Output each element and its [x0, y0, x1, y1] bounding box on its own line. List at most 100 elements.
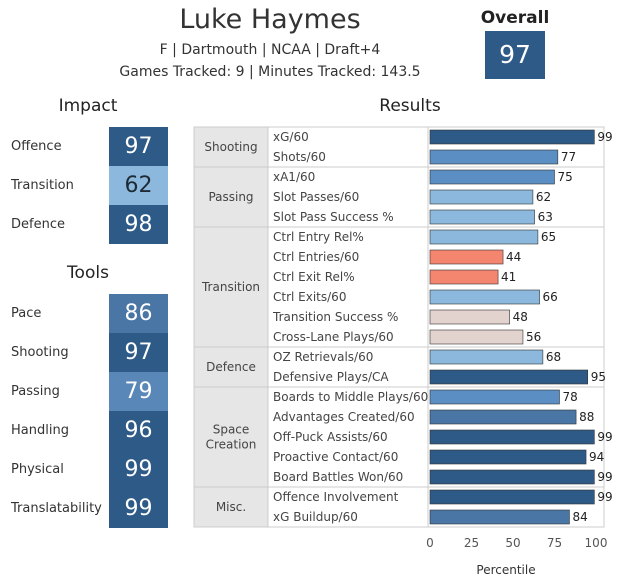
- metric-bar: [429, 389, 560, 405]
- tracked-info: Games Tracked: 9 | Minutes Tracked: 143.…: [119, 64, 421, 80]
- impact-title: Impact: [58, 96, 118, 116]
- metric-bar: [429, 449, 587, 465]
- metric-label: xA1/60: [273, 170, 315, 184]
- tools-label: Shooting: [11, 344, 69, 360]
- metric-bar: [429, 269, 499, 285]
- x-tick-label: 25: [464, 536, 479, 550]
- metric-bar: [429, 509, 570, 525]
- metric-value: 99: [597, 470, 612, 484]
- x-tick-label: 50: [505, 536, 520, 550]
- metric-label: Off-Puck Assists/60: [273, 430, 388, 444]
- group-cell: [193, 346, 269, 388]
- metric-value: 75: [558, 170, 573, 184]
- metric-label: Advantages Created/60: [273, 410, 415, 424]
- tools-label: Handling: [11, 422, 69, 438]
- x-tick-label: 100: [585, 536, 608, 550]
- metric-value: 88: [579, 410, 594, 424]
- metric-value: 78: [562, 390, 577, 404]
- metric-bar: [429, 249, 504, 265]
- metric-label: Ctrl Exit Rel%: [273, 270, 355, 284]
- metric-value: 65: [541, 230, 556, 244]
- impact-score: 97: [109, 127, 168, 166]
- impact-score: 98: [109, 205, 168, 244]
- label-cell: [267, 166, 429, 228]
- group-cell: [193, 386, 269, 488]
- metric-value: 84: [572, 510, 587, 524]
- tools-score: 99: [109, 450, 168, 489]
- metric-label: Offence Involvement: [273, 490, 399, 504]
- metric-bar: [429, 489, 595, 505]
- x-axis-label: Percentile: [476, 563, 535, 577]
- metric-bar: [429, 429, 595, 445]
- metric-value: 44: [506, 250, 521, 264]
- player-info: F | Dartmouth | NCAA | Draft+4: [159, 42, 381, 58]
- impact-label: Offence: [11, 138, 62, 154]
- metric-bar: [429, 229, 539, 245]
- metric-bar: [429, 129, 595, 145]
- metric-bar: [429, 349, 544, 365]
- metric-label: Ctrl Exits/60: [273, 290, 346, 304]
- group-label: Shooting: [204, 140, 257, 154]
- label-cell: [267, 346, 429, 388]
- metric-value: 66: [543, 290, 558, 304]
- metric-label: Cross-Lane Plays/60: [273, 330, 394, 344]
- metric-label: Slot Passes/60: [273, 190, 359, 204]
- tools-label: Translatability: [11, 500, 102, 516]
- metric-label: Board Battles Won/60: [273, 470, 403, 484]
- impact-label: Defence: [11, 216, 65, 232]
- results-title: Results: [379, 96, 441, 116]
- metric-label: Defensive Plays/CA: [273, 370, 389, 384]
- overall-label: Overall: [480, 8, 550, 28]
- tools-score: 79: [109, 372, 168, 411]
- tools-label: Passing: [11, 383, 60, 399]
- metric-bar: [429, 189, 534, 205]
- group-label: Defence: [206, 360, 256, 374]
- metric-bar: [429, 329, 524, 345]
- metric-label: Ctrl Entry Rel%: [273, 230, 364, 244]
- group-label: Space: [213, 423, 250, 437]
- label-cell: [267, 386, 429, 488]
- metric-bar: [429, 309, 510, 325]
- metric-label: Proactive Contact/60: [273, 450, 398, 464]
- metric-value: 99: [597, 130, 612, 144]
- metric-value: 99: [597, 490, 612, 504]
- group-label: Creation: [206, 438, 257, 452]
- label-cell: [267, 126, 429, 168]
- metric-bar: [429, 469, 595, 485]
- impact-label: Transition: [11, 177, 74, 193]
- tools-label: Pace: [11, 305, 42, 321]
- metric-label: xG/60: [273, 130, 309, 144]
- group-cell: [193, 226, 269, 348]
- overall-score: 97: [485, 31, 545, 79]
- metric-value: 48: [513, 310, 528, 324]
- metric-bar: [429, 149, 559, 165]
- label-cell: [267, 486, 429, 528]
- tools-score: 99: [109, 489, 168, 528]
- metric-value: 63: [538, 210, 553, 224]
- metric-value: 68: [546, 350, 561, 364]
- plot-area: [427, 126, 605, 528]
- tools-title: Tools: [67, 263, 109, 283]
- group-cell: [193, 486, 269, 528]
- group-cell: [193, 166, 269, 228]
- player-name: Luke Haymes: [179, 4, 361, 35]
- label-cell: [267, 226, 429, 348]
- metric-bar: [429, 289, 540, 305]
- group-label: Passing: [208, 190, 253, 204]
- metric-bar: [429, 209, 535, 225]
- metric-bar: [429, 369, 588, 385]
- impact-score: 62: [109, 166, 168, 205]
- group-label: Transition: [201, 280, 260, 294]
- metric-label: Boards to Middle Plays/60: [273, 390, 428, 404]
- metric-label: Shots/60: [273, 150, 326, 164]
- group-cell: [193, 126, 269, 168]
- metric-bar: [429, 409, 577, 425]
- metric-label: Slot Pass Success %: [273, 210, 394, 224]
- metric-label: Transition Success %: [272, 310, 398, 324]
- metric-value: 99: [597, 430, 612, 444]
- x-tick-label: 0: [426, 536, 434, 550]
- x-tick-label: 75: [547, 536, 562, 550]
- group-label: Misc.: [216, 500, 246, 514]
- metric-value: 94: [589, 450, 604, 464]
